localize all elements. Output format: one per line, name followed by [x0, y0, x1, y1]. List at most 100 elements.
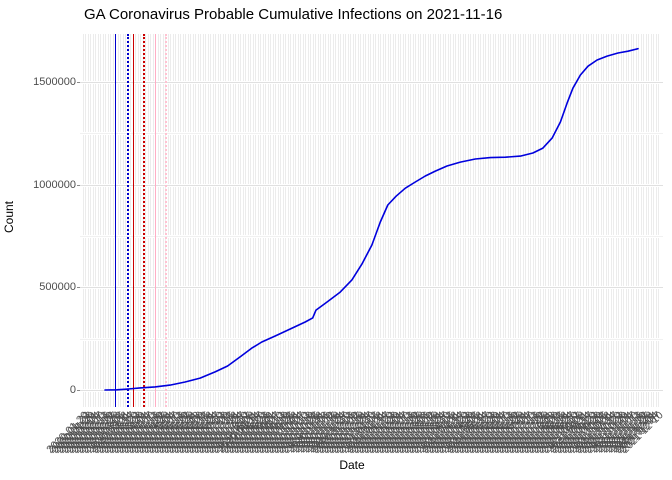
vertical-gridline — [557, 34, 559, 407]
vertical-gridline — [330, 34, 332, 407]
vertical-gridline — [365, 34, 367, 407]
vertical-gridline — [285, 34, 287, 407]
vertical-gridline — [280, 34, 282, 407]
vertical-gridline — [407, 34, 409, 407]
x-axis-title: Date — [339, 458, 365, 472]
vertical-gridline — [460, 34, 462, 407]
vertical-gridline — [555, 34, 557, 407]
vertical-gridline — [633, 34, 634, 407]
vertical-gridline — [387, 34, 389, 407]
intervention-vline — [114, 34, 116, 407]
vertical-gridline — [197, 34, 199, 407]
vertical-gridline — [357, 34, 359, 407]
vertical-gridline — [593, 34, 594, 407]
vertical-gridline — [477, 34, 479, 407]
vertical-gridline — [90, 34, 91, 407]
vertical-gridline — [235, 34, 237, 407]
vertical-gridline — [130, 34, 131, 407]
vertical-gridline — [307, 34, 309, 407]
vertical-gridline — [430, 34, 432, 407]
vertical-gridline — [190, 34, 192, 407]
vertical-gridline — [382, 34, 384, 407]
horizontal-major-gridline — [80, 286, 663, 290]
vertical-gridline — [282, 34, 284, 407]
vertical-gridline — [240, 34, 242, 407]
vertical-gridline — [212, 34, 214, 407]
vertical-gridline — [400, 34, 402, 407]
vertical-gridline — [590, 34, 592, 407]
vertical-gridline — [262, 34, 264, 407]
vertical-gridline — [337, 34, 339, 407]
vertical-gridline — [242, 34, 244, 407]
vertical-gridline — [150, 34, 151, 407]
vertical-gridline — [595, 34, 597, 407]
y-tick-label: 1000000 — [33, 178, 76, 191]
vertical-gridline — [397, 34, 399, 407]
vertical-gridline — [122, 34, 124, 407]
vertical-gridline — [482, 34, 484, 407]
vertical-gridline — [505, 34, 507, 407]
vertical-gridline — [445, 34, 447, 407]
vertical-gridline — [110, 34, 111, 407]
intervention-vline — [143, 34, 146, 407]
vertical-gridline — [195, 34, 197, 407]
vertical-gridline — [347, 34, 349, 407]
vertical-gridline — [525, 34, 527, 407]
vertical-gridline — [552, 34, 554, 407]
vertical-gridline — [245, 34, 247, 407]
vertical-gridline — [237, 34, 239, 407]
vertical-gridline — [322, 34, 324, 407]
vertical-gridline — [560, 34, 562, 407]
vertical-gridline — [225, 34, 227, 407]
vertical-gridline — [417, 34, 419, 407]
vertical-gridline — [287, 34, 289, 407]
y-tick-label: 0 — [69, 384, 76, 396]
vertical-gridline — [435, 34, 437, 407]
intervention-vline — [127, 34, 130, 407]
vertical-gridline — [653, 34, 654, 407]
vertical-gridline — [275, 34, 277, 407]
vertical-gridline — [492, 34, 494, 407]
vertical-gridline — [542, 34, 544, 407]
vertical-gridline — [85, 34, 86, 407]
vertical-gridline — [147, 34, 149, 407]
vertical-gridline — [527, 34, 529, 407]
vertical-gridline — [92, 34, 94, 407]
vertical-gridline — [367, 34, 369, 407]
vertical-gridline — [102, 34, 104, 407]
horizontal-major-gridline — [80, 389, 663, 392]
vertical-gridline — [220, 34, 222, 407]
vertical-gridline — [310, 34, 312, 407]
vertical-gridline — [100, 34, 101, 407]
vertical-gridline — [302, 34, 304, 407]
vertical-gridline — [162, 34, 164, 407]
vertical-gridline — [427, 34, 429, 407]
vertical-gridline — [412, 34, 414, 407]
vertical-gridline — [648, 34, 649, 407]
vertical-gridline — [547, 34, 549, 407]
y-tick-mark — [77, 82, 80, 83]
vertical-gridline — [105, 34, 106, 407]
vertical-gridline — [618, 34, 619, 407]
vertical-gridline — [170, 34, 172, 407]
vertical-gridline — [272, 34, 274, 407]
vertical-gridline — [125, 34, 126, 407]
vertical-gridline — [117, 34, 119, 407]
vertical-gridline — [462, 34, 464, 407]
vertical-gridline — [152, 34, 154, 407]
vertical-gridline — [260, 34, 262, 407]
vertical-gridline — [515, 34, 517, 407]
vertical-gridline — [160, 34, 162, 407]
vertical-gridline — [580, 34, 582, 407]
vertical-gridline — [167, 34, 169, 407]
vertical-gridline — [290, 34, 292, 407]
vertical-gridline — [267, 34, 269, 407]
vertical-gridline — [455, 34, 457, 407]
vertical-gridline — [300, 34, 302, 407]
vertical-gridline — [500, 34, 502, 407]
y-tick-mark — [77, 287, 80, 289]
vertical-gridline — [192, 34, 194, 407]
vertical-gridline — [395, 34, 397, 407]
vertical-gridline — [217, 34, 219, 407]
